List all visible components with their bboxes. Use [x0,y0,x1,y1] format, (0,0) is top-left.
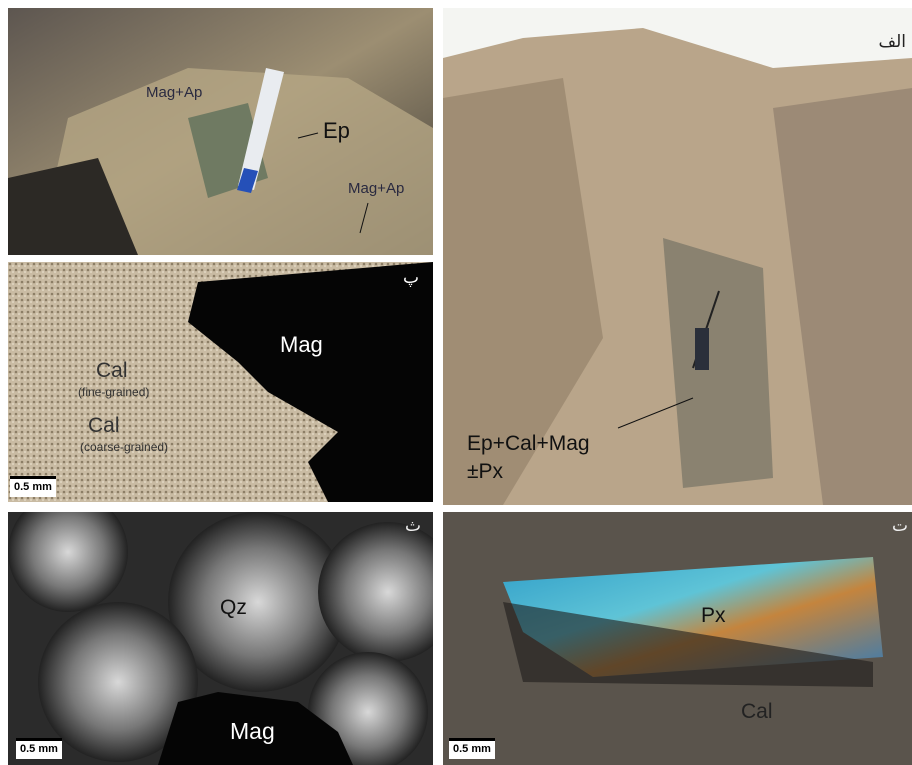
annotation: ±Px [467,460,504,483]
annotation: Mag+Ap [348,180,405,197]
photo-bg [8,8,433,255]
photo-bg [443,512,912,765]
panel-label: پ [402,268,419,288]
annotation: Mag [230,718,275,744]
annotation: Mag [280,332,323,357]
annotation: Ep+Cal+Mag [467,432,590,455]
annotation: Px [701,604,726,627]
photo-bg [8,262,433,502]
micrograph: ت Px Cal 0.5 mm [443,512,912,765]
panel-label: الف [878,32,906,52]
annotation: Cal [88,414,120,437]
annotation: (fine-grained) [78,385,150,399]
outcrop-photo: الف Ep+Cal+Mag ±Px [443,8,912,505]
annotation: Mag+Ap [146,84,203,101]
annotation: Qz [220,596,247,619]
annotation: (coarse-grained) [80,440,169,454]
field-photo: Mag+Ap Ep Mag+Ap [8,8,433,255]
panel-label: ت [891,516,908,536]
scale-bar: 0.5 mm [10,476,56,497]
photo-bg [8,512,433,765]
annotation: Cal [96,359,128,382]
panel-label: ث [404,516,421,536]
photo-bg [443,8,912,505]
scale-bar: 0.5 mm [16,738,62,759]
annotation: Ep [323,118,350,143]
scale-bar: 0.5 mm [449,738,495,759]
annotation: Cal [741,700,773,723]
micrograph: پ Mag Cal (fine-grained) Cal (coarse-gra… [8,262,433,502]
micrograph: ث Qz Mag 0.5 mm [8,512,433,765]
